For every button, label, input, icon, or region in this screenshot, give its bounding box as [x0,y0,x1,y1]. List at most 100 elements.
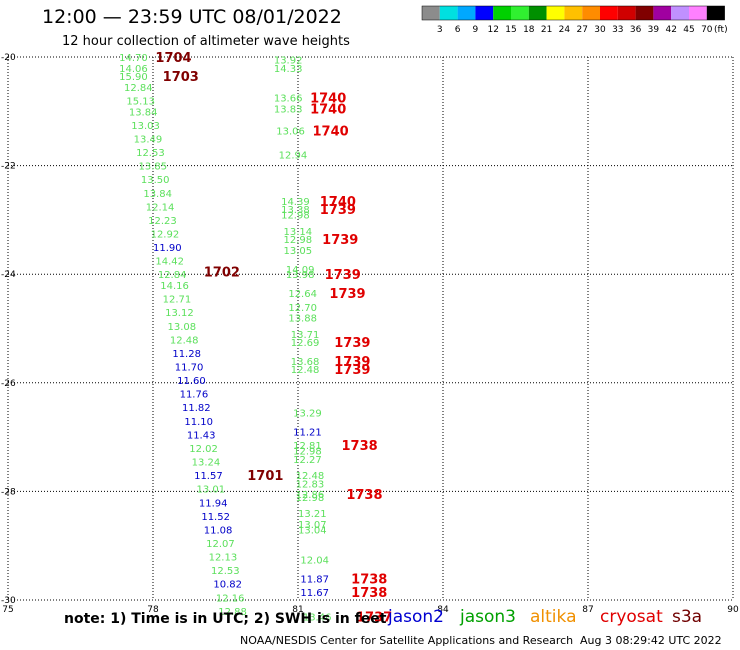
colorbar-label: 27 [576,25,587,35]
colorbar-swatch [511,6,529,20]
wave-height-label: 12.84 [124,83,153,94]
wave-height-label: 13.08 [168,322,197,333]
colorbar-label: 36 [630,25,642,35]
wave-height-label: 14.09 [286,265,315,276]
time-label: 1738 [351,586,387,601]
colorbar-swatch [600,6,618,20]
y-tick-label: -24 [1,270,16,280]
colorbar-label: 33 [612,25,623,35]
wave-height-label: 13.50 [141,175,170,186]
wave-height-label: 13.21 [298,509,327,520]
colorbar-label: 12 [487,25,498,35]
wave-height-label: 12.84 [158,270,187,281]
time-label: 1739 [334,363,370,378]
wave-height-label: 13.84 [129,107,158,118]
generated-timestamp: Aug 3 08:29:42 UTC 2022 [580,634,722,647]
time-label: 1702 [204,265,240,280]
wave-height-label: 15.13 [126,96,155,107]
colorbar-swatch [617,6,636,20]
wave-height-label: 15.90 [119,72,148,83]
colorbar-swatch [493,6,511,20]
colorbar-label: 21 [541,25,552,35]
y-tick-label: -22 [1,162,16,172]
wave-height-label: 11.82 [182,403,211,414]
wave-height-label: 11.67 [300,588,329,599]
wave-height-label: 13.04 [298,525,327,536]
colorbar-label: 45 [683,25,694,35]
wave-height-label: 13.83 [274,105,303,116]
legend-s3a: s3a [672,607,703,627]
colorbar-label: 30 [594,25,606,35]
wave-height-label: 13.06 [276,126,305,137]
units-note: note: 1) Time is in UTC; 2) SWH is in fe… [64,611,387,627]
wave-height-label: 13.85 [139,162,168,173]
time-label: 1740 [310,92,346,107]
time-label: 1737 [356,610,392,625]
time-label: 1739 [325,268,361,283]
wave-height-label: 13.98 [286,270,315,281]
wave-height-label: 13.03 [131,121,160,132]
time-label: 1739 [320,203,356,218]
wave-height-label: 12.86 [296,490,325,501]
colorbar-label: 15 [505,25,516,35]
wave-height-label: 12.07 [206,539,235,550]
colorbar-swatch [653,6,672,20]
wave-height-label: 14.70 [119,53,148,64]
colorbar-swatch [475,6,494,20]
wave-height-label: 12.14 [146,202,175,213]
wave-height-label: 12.53 [211,566,240,577]
wave-height-label: 11.52 [201,512,230,523]
wave-height-label: 12.48 [291,365,320,376]
colorbar-swatch [582,6,600,20]
time-label: 1739 [322,233,358,248]
wave-height-label: 12.88 [218,607,247,618]
wave-height-label: 12.04 [300,555,329,566]
wave-height-label: 12.69 [291,338,320,349]
wave-height-label: 11.60 [177,376,206,387]
wave-height-label: 12.83 [296,479,325,490]
wave-height-label: 13.14 [284,227,313,238]
wave-height-label: 10.82 [213,580,242,591]
x-tick-label: 78 [147,605,159,615]
colorbar-label: 70 [701,25,713,35]
legend-jason2: jason2 [388,607,444,627]
wave-height-label: 14.16 [160,281,189,292]
colorbar-swatch [671,6,689,20]
chart-subtitle: 12 hour collection of altimeter wave hei… [62,34,350,49]
x-tick-label: 75 [2,605,13,615]
wave-height-label: 13.71 [291,330,320,341]
y-tick-label: -20 [1,53,16,63]
wave-height-label: 13.01 [197,485,226,496]
colorbar-unit: (ft) [714,25,728,35]
wave-height-label: 13.46 [303,612,332,623]
credit-line: NOAA/NESDIS Center for Satellite Applica… [240,634,574,647]
wave-height-label: 14.33 [274,64,303,75]
wave-height-label: 14.42 [155,257,184,268]
time-label: 1738 [346,488,382,503]
wave-height-labels: 14.7014.0615.9012.8415.1313.8413.0313.49… [119,53,331,623]
wave-height-label: 12.16 [216,593,245,604]
time-label: 1740 [313,124,349,139]
colorbar-swatch [635,6,654,20]
colorbar-label: 39 [648,25,660,35]
wave-height-label: 13.66 [274,94,303,105]
wave-height-label: 14.39 [281,197,310,208]
time-label: 1740 [310,103,346,118]
wave-height-label: 11.94 [199,498,228,509]
time-label: 1740 [320,195,356,210]
wave-height-label: 12.81 [293,441,322,452]
time-label: 1701 [247,469,283,484]
time-label: 1703 [163,70,199,85]
time-label: 1739 [329,287,365,302]
colorbar-label: 3 [437,25,443,35]
time-label: 1739 [334,336,370,351]
colorbar-swatch [546,6,565,20]
wave-height-label: 11.43 [187,430,216,441]
wave-height-label: 11.87 [300,574,329,585]
wave-height-label: 13.05 [284,246,313,257]
wave-height-label: 12.27 [293,455,322,466]
time-label: 1704 [155,51,191,66]
wave-height-label: 12.48 [170,335,199,346]
legend-jason3: jason3 [460,607,516,627]
